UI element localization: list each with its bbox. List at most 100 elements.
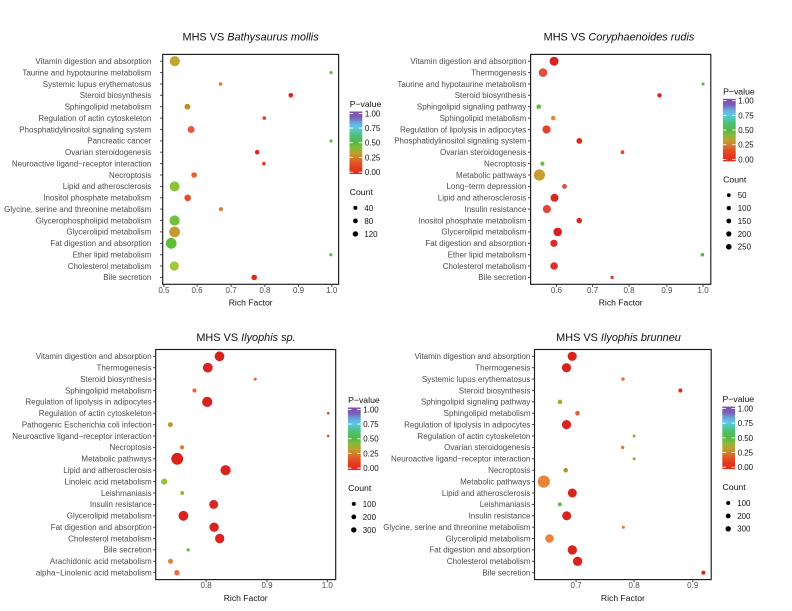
svg-text:Neuroactive ligand−receptor in: Neuroactive ligand−receptor interaction [391, 455, 530, 464]
svg-text:Glycerolipid metabolism: Glycerolipid metabolism [67, 512, 152, 521]
svg-text:Bile secretion: Bile secretion [478, 273, 526, 282]
svg-text:0.75: 0.75 [363, 420, 379, 429]
svg-text:Vitamin digestion and absorpti: Vitamin digestion and absorption [414, 352, 530, 361]
svg-text:Rich Factor: Rich Factor [229, 298, 273, 308]
svg-text:Rich Factor: Rich Factor [599, 298, 643, 308]
svg-text:Insulin resistance: Insulin resistance [90, 500, 152, 509]
svg-text:Fat digestion and absorption: Fat digestion and absorption [429, 546, 530, 555]
svg-text:Count: Count [350, 187, 374, 197]
svg-text:Steroid biosynthesis: Steroid biosynthesis [459, 386, 531, 395]
svg-text:Insulin resistance: Insulin resistance [464, 205, 526, 214]
svg-text:P−value: P−value [723, 394, 755, 404]
svg-text:150: 150 [738, 217, 752, 226]
svg-text:Sphingolipid signaling pathway: Sphingolipid signaling pathway [421, 398, 530, 407]
svg-text:200: 200 [737, 512, 751, 521]
svg-text:Neuroactive ligand−receptor in: Neuroactive ligand−receptor interaction [12, 159, 151, 168]
svg-text:Inositol phosphate metabolism: Inositol phosphate metabolism [43, 194, 151, 203]
svg-text:Ether lipid metabolism: Ether lipid metabolism [73, 251, 152, 260]
svg-text:1.00: 1.00 [363, 405, 379, 414]
svg-text:0.8: 0.8 [259, 286, 271, 295]
svg-text:250: 250 [738, 243, 752, 252]
svg-text:200: 200 [738, 230, 752, 239]
svg-text:Glycerolipid metabolism: Glycerolipid metabolism [66, 228, 151, 237]
svg-text:Vitamin digestion and absorpti: Vitamin digestion and absorption [35, 57, 151, 66]
svg-text:1.0: 1.0 [322, 581, 334, 590]
svg-text:0.9: 0.9 [661, 286, 673, 295]
svg-text:0.25: 0.25 [738, 141, 754, 150]
svg-text:MHS VS Ilyophis brunneu: MHS VS Ilyophis brunneu [556, 332, 681, 344]
svg-text:Necroptosis: Necroptosis [109, 171, 151, 180]
svg-text:Steroid biosynthesis: Steroid biosynthesis [80, 91, 152, 100]
svg-text:100: 100 [363, 500, 377, 509]
svg-text:Lipid and atherosclerosis: Lipid and atherosclerosis [442, 489, 531, 498]
svg-text:Arachidonic acid metabolism: Arachidonic acid metabolism [50, 557, 152, 566]
svg-text:0.50: 0.50 [738, 126, 754, 135]
svg-text:1.00: 1.00 [365, 109, 381, 118]
svg-text:Ether lipid metabolism: Ether lipid metabolism [448, 251, 527, 260]
svg-text:P−value: P−value [348, 395, 380, 405]
svg-text:Regulation of lipolysis in adi: Regulation of lipolysis in adipocytes [404, 420, 530, 429]
svg-text:Ovarian steroidogenesis: Ovarian steroidogenesis [65, 148, 151, 157]
svg-text:0.6: 0.6 [551, 286, 563, 295]
svg-text:MHS VS Coryphaenoides rudis: MHS VS Coryphaenoides rudis [544, 32, 695, 44]
svg-text:MHS VS Ilyophis sp.: MHS VS Ilyophis sp. [196, 332, 295, 344]
svg-text:Count: Count [723, 482, 747, 492]
svg-text:Glycerophospholipid metabolism: Glycerophospholipid metabolism [36, 216, 152, 225]
svg-text:Leishmaniasis: Leishmaniasis [101, 489, 152, 498]
svg-text:Vitamin digestion and absorpti: Vitamin digestion and absorption [410, 57, 526, 66]
svg-text:100: 100 [737, 499, 751, 508]
svg-text:80: 80 [364, 217, 373, 226]
svg-text:Count: Count [348, 483, 372, 493]
svg-text:Sphingolipid metabolism: Sphingolipid metabolism [65, 103, 152, 112]
svg-text:Phosphatidylinositol signaling: Phosphatidylinositol signaling system [19, 125, 151, 134]
svg-text:Cholesterol metabolism: Cholesterol metabolism [447, 557, 531, 566]
svg-text:Glycine, serine and threonine: Glycine, serine and threonine metabolism [383, 523, 531, 532]
svg-text:Regulation of lipolysis in adi: Regulation of lipolysis in adipocytes [25, 398, 151, 407]
svg-text:Thermogenesis: Thermogenesis [475, 364, 530, 373]
svg-text:0.9: 0.9 [261, 581, 273, 590]
svg-text:Count: Count [723, 174, 747, 184]
svg-text:0.50: 0.50 [738, 434, 754, 443]
svg-text:0.9: 0.9 [293, 286, 305, 295]
svg-text:Ovarian steroidogenesis: Ovarian steroidogenesis [444, 443, 530, 452]
svg-text:Taurine and hypotaurine metabo: Taurine and hypotaurine metabolism [22, 68, 151, 77]
svg-text:Bile secretion: Bile secretion [103, 273, 151, 282]
svg-text:Phosphatidylinositol signaling: Phosphatidylinositol signaling system [394, 137, 526, 146]
svg-text:0.50: 0.50 [365, 139, 381, 148]
svg-text:Pathogenic Escherichia coli in: Pathogenic Escherichia coli infection [22, 420, 152, 429]
svg-text:Lipid and atherosclerosis: Lipid and atherosclerosis [63, 466, 152, 475]
svg-text:Thermogenesis: Thermogenesis [97, 364, 152, 373]
svg-text:Sphingolipid metabolism: Sphingolipid metabolism [444, 409, 531, 418]
svg-text:0.75: 0.75 [738, 419, 754, 428]
svg-text:Sphingolipid metabolism: Sphingolipid metabolism [65, 386, 152, 395]
svg-text:Sphingolipid metabolism: Sphingolipid metabolism [440, 114, 527, 123]
svg-text:Regulation of actin cytoskelet: Regulation of actin cytoskeleton [38, 114, 151, 123]
svg-text:P−value: P−value [723, 86, 755, 96]
svg-text:Steroid biosynthesis: Steroid biosynthesis [455, 91, 527, 100]
svg-text:1.0: 1.0 [326, 286, 338, 295]
svg-text:Thermogenesis: Thermogenesis [471, 68, 526, 77]
svg-text:Glycerolipid metabolism: Glycerolipid metabolism [441, 228, 526, 237]
svg-text:300: 300 [363, 526, 377, 535]
svg-text:Sphingolipid signaling pathway: Sphingolipid signaling pathway [417, 103, 526, 112]
svg-text:Necroptosis: Necroptosis [488, 466, 530, 475]
svg-text:0.00: 0.00 [738, 155, 754, 164]
svg-text:MHS VS Bathysaurus mollis: MHS VS Bathysaurus mollis [183, 32, 320, 44]
svg-text:Inositol phosphate metabolism: Inositol phosphate metabolism [418, 216, 526, 225]
svg-text:Linoleic acid metabolism: Linoleic acid metabolism [65, 477, 152, 486]
svg-text:0.00: 0.00 [738, 463, 754, 472]
svg-text:300: 300 [737, 525, 751, 534]
svg-text:Neuroactive ligand−receptor in: Neuroactive ligand−receptor interaction [12, 432, 151, 441]
svg-text:Necroptosis: Necroptosis [109, 443, 151, 452]
svg-text:0.5: 0.5 [158, 286, 170, 295]
svg-text:0.8: 0.8 [629, 581, 641, 590]
svg-text:100: 100 [738, 204, 752, 213]
svg-text:0.25: 0.25 [738, 448, 754, 457]
svg-text:Ovarian steroidogenesis: Ovarian steroidogenesis [440, 148, 526, 157]
svg-text:0.00: 0.00 [365, 168, 381, 177]
svg-text:P−value: P−value [350, 99, 382, 109]
svg-text:1.00: 1.00 [738, 97, 754, 106]
svg-text:Regulation of lipolysis in adi: Regulation of lipolysis in adipocytes [400, 125, 526, 134]
svg-text:Systemic lupus erythematosus: Systemic lupus erythematosus [43, 80, 152, 89]
svg-text:0.75: 0.75 [365, 124, 381, 133]
